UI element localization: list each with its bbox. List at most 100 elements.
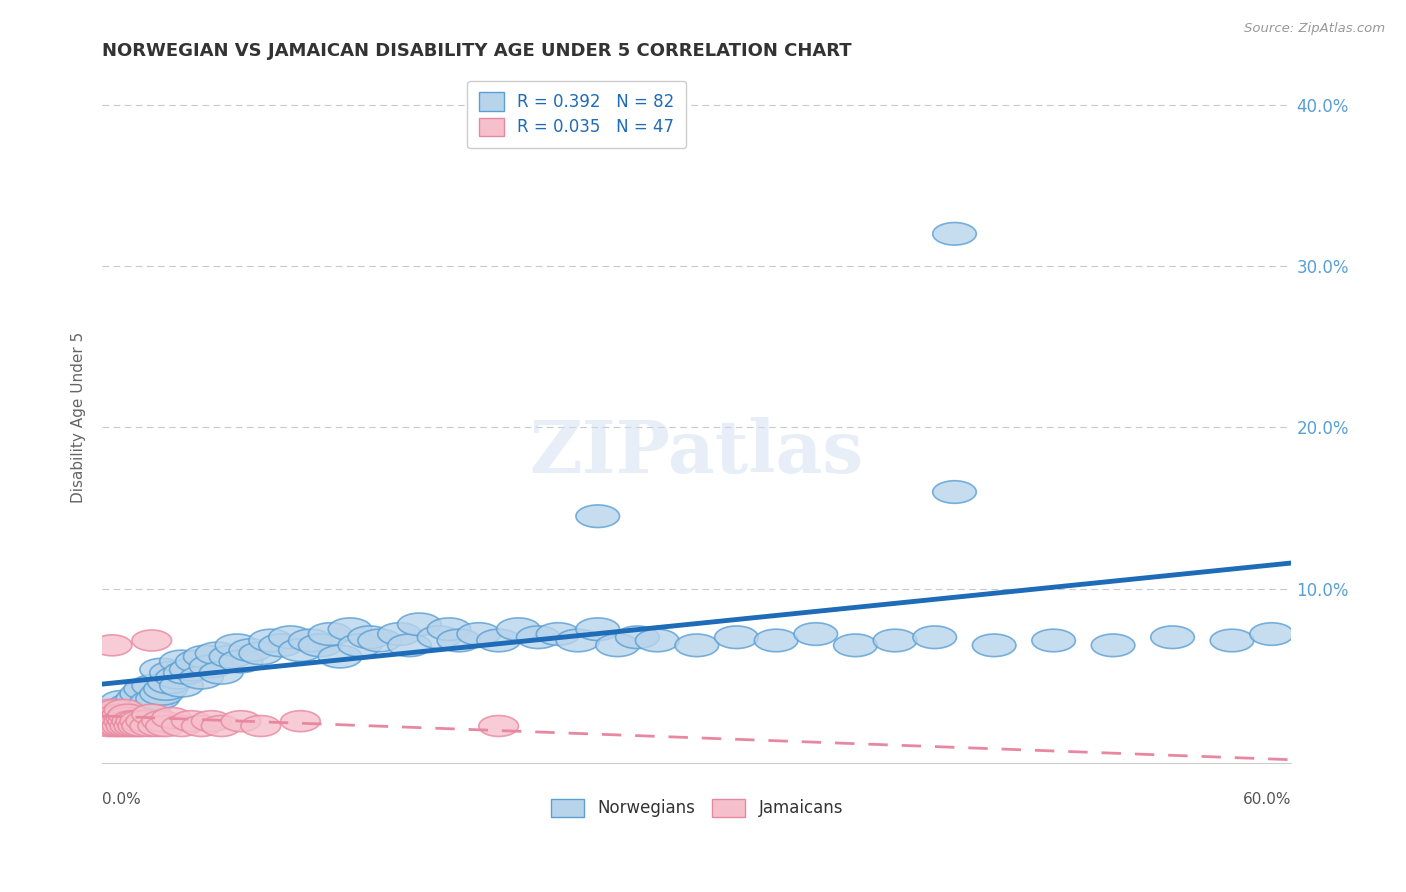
Ellipse shape bbox=[240, 715, 281, 737]
Ellipse shape bbox=[142, 711, 181, 731]
Ellipse shape bbox=[108, 694, 152, 716]
Ellipse shape bbox=[328, 618, 371, 640]
Ellipse shape bbox=[163, 662, 207, 684]
Ellipse shape bbox=[1032, 629, 1076, 652]
Ellipse shape bbox=[96, 698, 139, 721]
Ellipse shape bbox=[127, 711, 166, 731]
Ellipse shape bbox=[146, 715, 186, 737]
Ellipse shape bbox=[139, 658, 183, 681]
Ellipse shape bbox=[180, 666, 224, 689]
Y-axis label: Disability Age Under 5: Disability Age Under 5 bbox=[72, 332, 86, 503]
Ellipse shape bbox=[152, 707, 191, 729]
Ellipse shape bbox=[156, 666, 200, 689]
Ellipse shape bbox=[120, 711, 160, 731]
Ellipse shape bbox=[90, 707, 129, 729]
Ellipse shape bbox=[398, 613, 441, 636]
Ellipse shape bbox=[90, 699, 129, 721]
Ellipse shape bbox=[100, 690, 143, 713]
Ellipse shape bbox=[477, 629, 520, 652]
Ellipse shape bbox=[181, 715, 221, 737]
Ellipse shape bbox=[112, 711, 152, 731]
Text: 0.0%: 0.0% bbox=[103, 792, 141, 807]
Ellipse shape bbox=[103, 704, 142, 725]
Ellipse shape bbox=[96, 711, 136, 731]
Ellipse shape bbox=[132, 704, 172, 725]
Ellipse shape bbox=[1091, 634, 1135, 657]
Ellipse shape bbox=[86, 711, 127, 731]
Ellipse shape bbox=[129, 690, 173, 713]
Ellipse shape bbox=[337, 634, 381, 657]
Ellipse shape bbox=[190, 655, 233, 678]
Ellipse shape bbox=[349, 626, 392, 648]
Ellipse shape bbox=[209, 645, 253, 668]
Ellipse shape bbox=[93, 711, 132, 731]
Ellipse shape bbox=[176, 650, 219, 673]
Ellipse shape bbox=[160, 650, 204, 673]
Ellipse shape bbox=[269, 626, 312, 648]
Text: ZIPatlas: ZIPatlas bbox=[530, 417, 863, 488]
Ellipse shape bbox=[675, 634, 718, 657]
Ellipse shape bbox=[221, 711, 260, 731]
Ellipse shape bbox=[536, 623, 579, 645]
Ellipse shape bbox=[104, 699, 143, 721]
Ellipse shape bbox=[1211, 629, 1254, 652]
Ellipse shape bbox=[596, 634, 640, 657]
Ellipse shape bbox=[281, 711, 321, 731]
Ellipse shape bbox=[239, 642, 283, 665]
Ellipse shape bbox=[112, 700, 156, 723]
Ellipse shape bbox=[418, 626, 461, 648]
Ellipse shape bbox=[183, 645, 228, 668]
Ellipse shape bbox=[103, 715, 142, 737]
Ellipse shape bbox=[200, 662, 243, 684]
Ellipse shape bbox=[100, 710, 143, 732]
Ellipse shape bbox=[138, 715, 177, 737]
Ellipse shape bbox=[120, 704, 163, 726]
Ellipse shape bbox=[110, 710, 153, 732]
Ellipse shape bbox=[288, 629, 332, 652]
Ellipse shape bbox=[516, 626, 560, 648]
Ellipse shape bbox=[110, 715, 150, 737]
Ellipse shape bbox=[576, 505, 620, 527]
Ellipse shape bbox=[932, 222, 976, 245]
Ellipse shape bbox=[117, 706, 160, 730]
Ellipse shape bbox=[215, 634, 259, 657]
Ellipse shape bbox=[128, 694, 172, 716]
Text: Source: ZipAtlas.com: Source: ZipAtlas.com bbox=[1244, 22, 1385, 36]
Ellipse shape bbox=[388, 634, 432, 657]
Ellipse shape bbox=[124, 698, 167, 721]
Ellipse shape bbox=[378, 623, 422, 645]
Ellipse shape bbox=[90, 706, 134, 730]
Ellipse shape bbox=[160, 674, 204, 697]
Ellipse shape bbox=[132, 630, 172, 651]
Ellipse shape bbox=[117, 687, 160, 710]
Ellipse shape bbox=[143, 678, 187, 700]
Ellipse shape bbox=[98, 715, 138, 737]
Ellipse shape bbox=[496, 618, 540, 640]
Ellipse shape bbox=[298, 634, 342, 657]
Ellipse shape bbox=[107, 707, 146, 729]
Ellipse shape bbox=[636, 629, 679, 652]
Legend: Norwegians, Jamaicans: Norwegians, Jamaicans bbox=[544, 792, 849, 824]
Ellipse shape bbox=[118, 715, 157, 737]
Ellipse shape bbox=[120, 682, 163, 705]
Ellipse shape bbox=[124, 678, 167, 700]
Ellipse shape bbox=[308, 623, 352, 645]
Ellipse shape bbox=[98, 704, 138, 725]
Ellipse shape bbox=[93, 635, 132, 656]
Ellipse shape bbox=[104, 704, 148, 726]
Ellipse shape bbox=[93, 704, 132, 725]
Ellipse shape bbox=[170, 658, 214, 681]
Ellipse shape bbox=[117, 711, 156, 731]
Ellipse shape bbox=[437, 629, 481, 652]
Ellipse shape bbox=[1250, 623, 1294, 645]
Ellipse shape bbox=[100, 711, 139, 731]
Ellipse shape bbox=[104, 711, 143, 731]
Ellipse shape bbox=[278, 639, 322, 662]
Ellipse shape bbox=[201, 715, 240, 737]
Ellipse shape bbox=[94, 707, 134, 729]
Ellipse shape bbox=[427, 618, 471, 640]
Ellipse shape bbox=[139, 682, 183, 705]
Ellipse shape bbox=[259, 634, 302, 657]
Ellipse shape bbox=[229, 639, 273, 662]
Ellipse shape bbox=[108, 711, 148, 731]
